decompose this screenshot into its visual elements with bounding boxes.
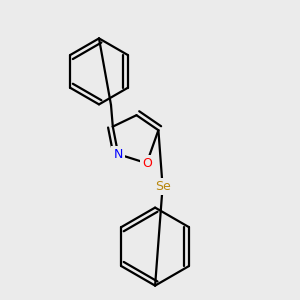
Text: N: N — [113, 148, 123, 161]
Text: Se: Se — [155, 180, 170, 193]
Text: O: O — [142, 157, 152, 170]
